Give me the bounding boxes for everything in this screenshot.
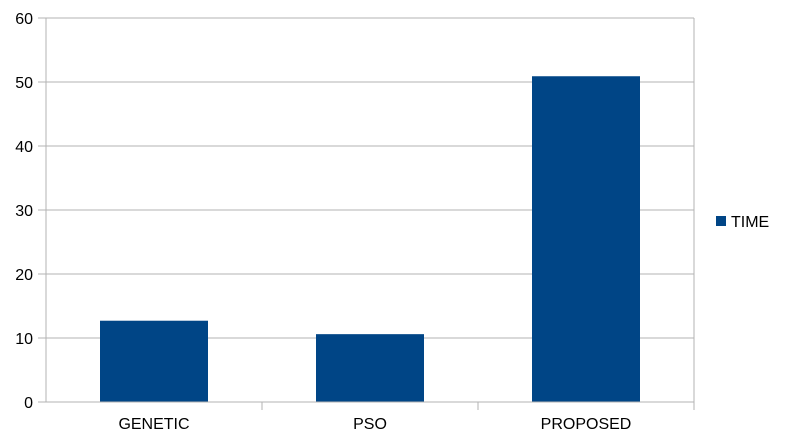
x-tick-labels: GENETIC PSO PROPOSED	[118, 416, 631, 433]
y-tick-label: 50	[15, 75, 33, 92]
y-tick-label: 60	[15, 11, 33, 28]
y-tick-label: 40	[15, 139, 33, 156]
y-tick-labels: 0 10 20 30 40 50 60	[15, 11, 33, 412]
bars	[100, 76, 640, 403]
x-tick-label: GENETIC	[118, 416, 189, 433]
x-tick-label: PSO	[353, 416, 387, 433]
y-tick-label: 20	[15, 267, 33, 284]
bar-genetic	[100, 320, 208, 402]
legend-swatch	[716, 216, 726, 226]
bar-proposed	[532, 76, 640, 403]
legend: TIME	[716, 214, 769, 231]
legend-label: TIME	[731, 214, 769, 231]
y-tick-label: 0	[24, 395, 33, 412]
bar-pso	[316, 334, 424, 402]
y-tick-label: 30	[15, 203, 33, 220]
x-tick-label: PROPOSED	[541, 416, 632, 433]
axes	[38, 17, 695, 410]
y-tick-label: 10	[15, 331, 33, 348]
